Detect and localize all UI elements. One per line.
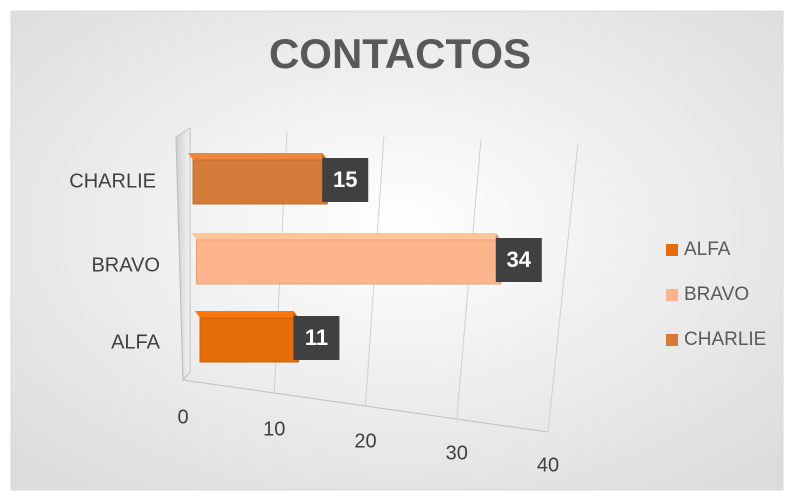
y-tick-label: CHARLIE <box>69 170 156 192</box>
bar-top <box>195 311 299 318</box>
bar-top <box>188 153 328 160</box>
bar <box>199 317 299 363</box>
value-label-box <box>293 316 340 360</box>
value-label: 15 <box>333 167 357 192</box>
x-tick-label: 10 <box>263 418 285 440</box>
legend-label: BRAVO <box>684 284 749 305</box>
chart-title: CONTACTOS <box>269 30 531 77</box>
value-label-box <box>495 238 542 282</box>
x-tick-label: 30 <box>446 442 468 464</box>
bar-top <box>191 233 501 240</box>
legend-swatch <box>666 244 678 256</box>
x-tick-label: 0 <box>177 406 188 428</box>
value-label: 11 <box>305 325 328 350</box>
grid-line <box>547 142 579 433</box>
x-tick-label: 20 <box>354 430 376 452</box>
bar <box>192 159 328 205</box>
legend-label: ALFA <box>684 239 731 260</box>
legend-swatch <box>666 334 678 346</box>
value-label-box <box>322 158 369 202</box>
x-tick-label: 40 <box>537 454 559 476</box>
y-tick-label: BRAVO <box>91 254 160 276</box>
value-label: 34 <box>507 247 532 272</box>
axis-line <box>175 136 184 381</box>
y-tick-label: ALFA <box>111 331 161 353</box>
bar <box>196 239 502 285</box>
legend-swatch <box>666 289 678 301</box>
legend-label: CHARLIE <box>684 329 766 350</box>
